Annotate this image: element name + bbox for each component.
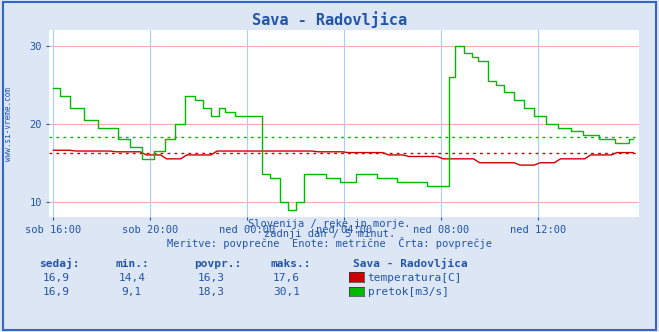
Text: min.:: min.: [115, 259, 149, 269]
Text: sedaj:: sedaj: [40, 258, 80, 269]
Text: maks.:: maks.: [270, 259, 310, 269]
Text: 18,3: 18,3 [198, 288, 224, 297]
Text: zadnji dan / 5 minut.: zadnji dan / 5 minut. [264, 229, 395, 239]
Text: 16,9: 16,9 [43, 288, 69, 297]
Text: 16,3: 16,3 [198, 273, 224, 283]
Text: 14,4: 14,4 [119, 273, 145, 283]
Text: temperatura[C]: temperatura[C] [368, 273, 462, 283]
Text: povpr.:: povpr.: [194, 259, 242, 269]
Text: Slovenija / reke in morje.: Slovenija / reke in morje. [248, 219, 411, 229]
Text: pretok[m3/s]: pretok[m3/s] [368, 288, 449, 297]
Text: 17,6: 17,6 [273, 273, 300, 283]
Text: Sava - Radovljica: Sava - Radovljica [252, 12, 407, 29]
Text: 9,1: 9,1 [122, 288, 142, 297]
Text: www.si-vreme.com: www.si-vreme.com [4, 87, 13, 161]
Text: 16,9: 16,9 [43, 273, 69, 283]
Text: Meritve: povprečne  Enote: metrične  Črta: povprečje: Meritve: povprečne Enote: metrične Črta:… [167, 237, 492, 249]
Text: Sava - Radovljica: Sava - Radovljica [353, 258, 467, 269]
Text: 30,1: 30,1 [273, 288, 300, 297]
